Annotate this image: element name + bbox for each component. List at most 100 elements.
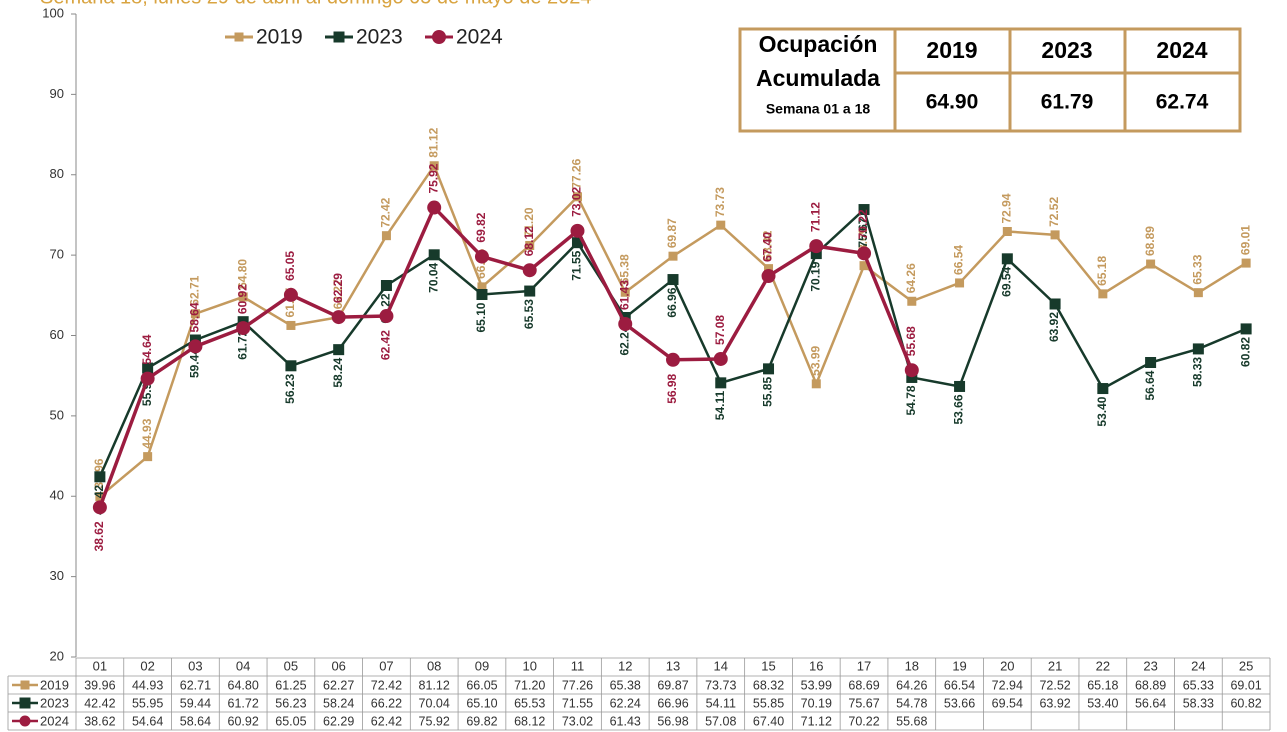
data-label: 65.33 [1191,254,1205,284]
table-cell: 56.64 [1135,696,1166,710]
point [188,339,203,354]
data-label: 67.40 [761,232,775,262]
point [667,274,679,286]
point [428,249,440,261]
data-label: 65.18 [1095,256,1109,286]
point [859,261,869,271]
data-label: 56.23 [283,373,297,403]
data-label: 62.27 [331,279,345,309]
data-label: 68.89 [1143,226,1157,256]
data-table: 01 02 03 04 05 06 07 08 09 10 11 12 13 14 15 16 17 18 19 20… [7,657,1271,731]
table-cell: 60.82 [1230,696,1261,710]
data-label: 65.38 [617,254,631,284]
table-cell: 71.20 [514,678,545,692]
point [618,317,633,332]
point [666,352,680,367]
point [476,289,488,301]
data-label: 65.53 [522,299,536,329]
point [381,231,391,241]
data-label: 68.32 [761,230,775,260]
x-tick-label: 02 [140,658,154,673]
data-label: 71.20 [522,207,536,237]
table-cell: 54.64 [132,714,163,728]
data-label: 54.78 [904,385,918,415]
table-cell: 53.40 [1087,696,1118,710]
table-cell: 66.05 [466,678,497,692]
point [380,280,392,292]
point [20,680,30,690]
point [234,32,244,42]
table-cell: 70.04 [419,696,450,710]
point [525,240,535,250]
point [716,220,726,230]
y-tick-label: 60 [50,327,64,342]
x-tick-label: 07 [379,658,393,673]
x-tick-label: 01 [93,658,107,673]
table-cell: 53.66 [944,696,975,710]
table-cell: 65.10 [466,696,497,710]
x-tick-label: 12 [618,658,632,673]
table-cell: 61.43 [610,714,641,728]
table-cell: 69.54 [992,696,1023,710]
point [713,351,728,366]
point [142,362,154,374]
point [379,309,394,324]
summary-subtitle: Semana 01 a 18 [766,101,871,117]
point [427,200,442,215]
summary-value: 64.90 [926,91,979,114]
data-label: 55.68 [904,326,918,356]
data-label: 61.43 [617,280,631,310]
table-cell: 66.54 [944,678,975,692]
table-cell: 53.99 [801,678,832,692]
data-label: 38.62 [92,521,106,551]
data-label: 65.10 [474,302,488,332]
data-label: 53.66 [952,394,966,424]
point [668,251,678,261]
point [809,239,824,254]
point [474,249,489,264]
x-tick-label: 23 [1143,658,1157,673]
table-cell: 71.12 [801,714,832,728]
data-label: 64.80 [235,259,249,289]
data-label: 56.98 [665,373,679,403]
table-cell: 65.18 [1087,678,1118,692]
data-label: 55.85 [761,377,775,407]
data-label: 68.12 [522,226,536,256]
point [570,223,585,238]
point [432,30,446,44]
point [1097,383,1109,395]
point [522,263,537,278]
data-label: 72.94 [999,193,1013,223]
data-label: 70.04 [426,262,440,292]
point [1049,298,1061,310]
data-label: 70.22 [856,209,870,239]
point [1193,288,1203,298]
data-label: 62.24 [617,325,631,355]
x-tick-label: 14 [714,658,728,673]
point [906,371,918,383]
table-cell: 68.89 [1135,678,1166,692]
x-tick-label: 03 [188,658,202,673]
y-tick-label: 80 [50,166,64,181]
table-cell: 68.12 [514,714,545,728]
data-label: 69.01 [1238,225,1252,255]
series-line [98,207,1247,478]
table-cell: 42.42 [84,696,115,710]
series-line [98,204,914,508]
point [190,309,200,319]
summary-column: 2019 [926,37,977,63]
data-label: 65.05 [283,251,297,281]
data-label: 69.82 [474,212,488,242]
point [955,278,965,288]
point [429,161,439,171]
table-series-name: 2019 [40,677,69,692]
legend-label: 2019 [256,26,303,49]
table-cell: 60.92 [228,714,259,728]
data-label: 60.82 [1238,337,1252,367]
data-label: 71.55 [570,250,584,280]
chart-title: Semana 18, lunes 29 de abril al domingo … [40,0,592,8]
table-cell: 58.64 [180,714,211,728]
legend-label: 2023 [356,26,403,49]
data-label: 53.40 [1095,396,1109,426]
